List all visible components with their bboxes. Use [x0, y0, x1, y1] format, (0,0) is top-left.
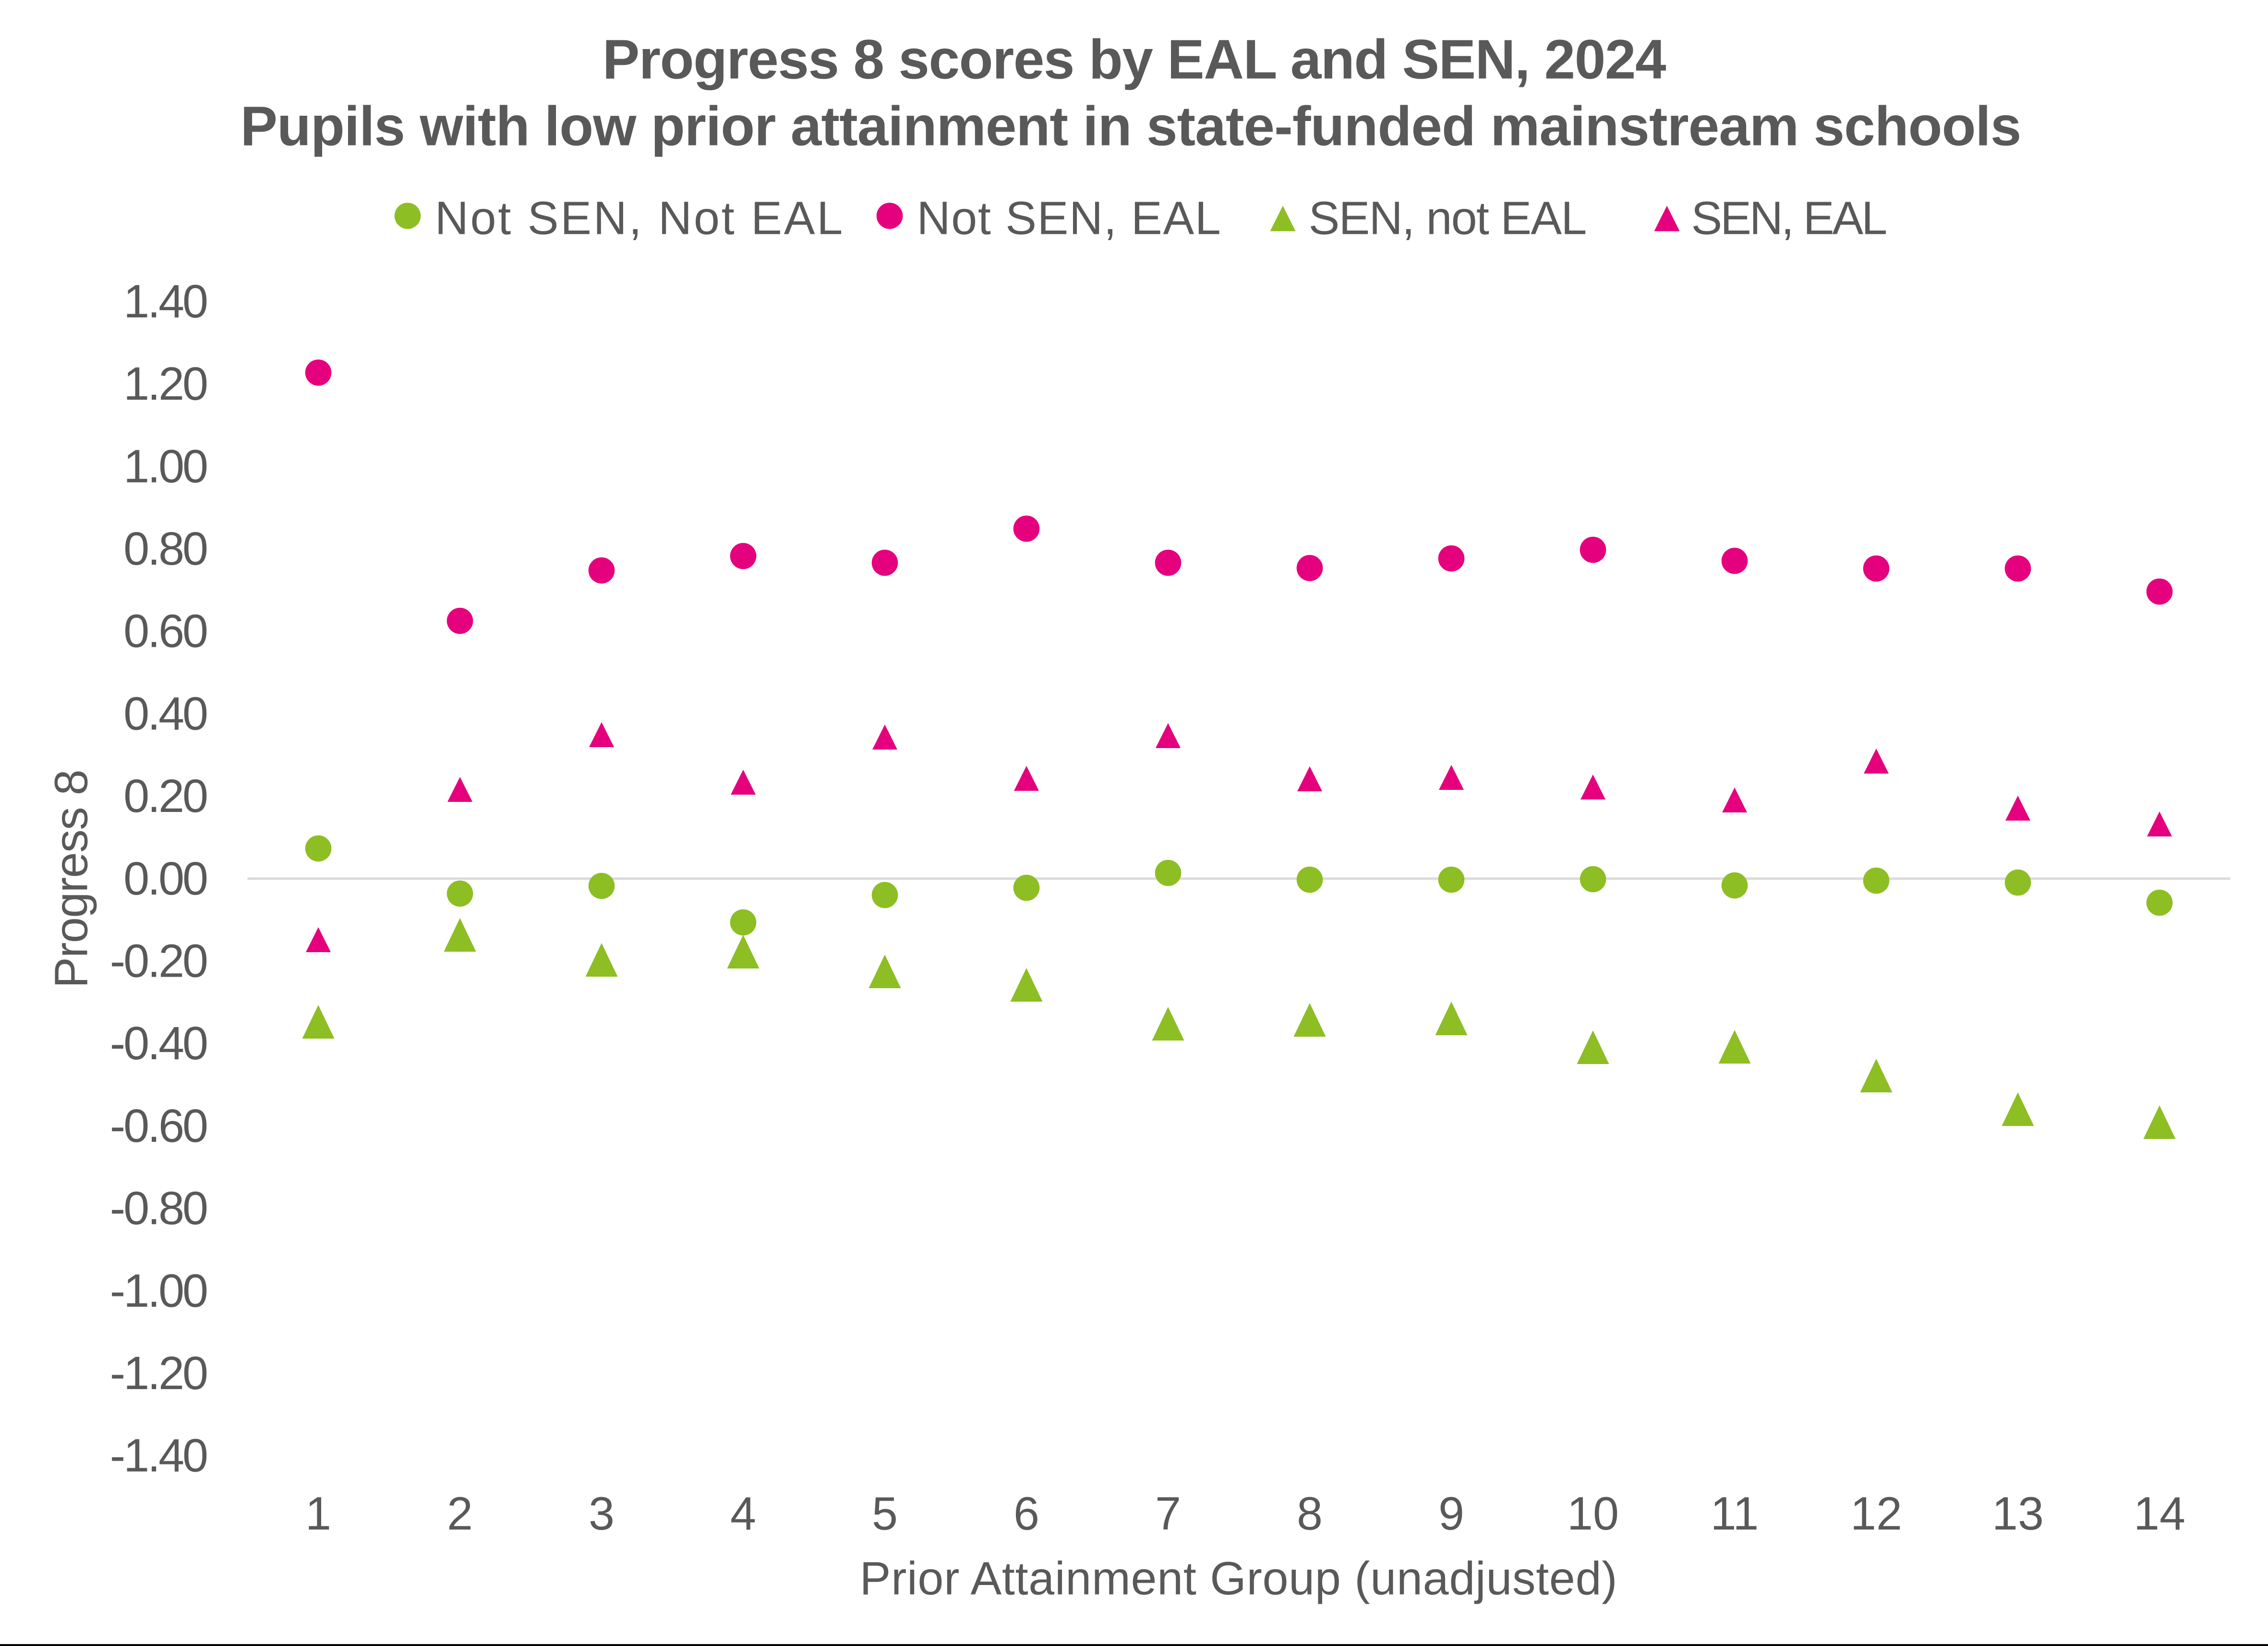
svg-text:13: 13	[1992, 1487, 2044, 1539]
svg-text:-1.00: -1.00	[110, 1264, 207, 1317]
svg-text:1.40: 1.40	[123, 275, 207, 327]
svg-text:0.80: 0.80	[123, 522, 207, 575]
svg-text:4: 4	[730, 1487, 756, 1539]
svg-text:3: 3	[589, 1487, 615, 1539]
svg-text:-0.20: -0.20	[110, 935, 207, 987]
svg-text:2: 2	[447, 1487, 473, 1539]
svg-text:10: 10	[1567, 1487, 1619, 1539]
svg-text:1: 1	[305, 1487, 331, 1539]
svg-text:0.00: 0.00	[123, 852, 207, 905]
svg-text:5: 5	[872, 1487, 898, 1539]
svg-text:6: 6	[1013, 1487, 1039, 1539]
svg-text:-0.60: -0.60	[110, 1100, 207, 1152]
svg-text:0.20: 0.20	[123, 770, 207, 822]
svg-text:1.20: 1.20	[123, 358, 207, 410]
svg-text:Not SEN, EAL: Not SEN, EAL	[917, 192, 1222, 244]
svg-text:7: 7	[1155, 1487, 1181, 1539]
svg-text:0.40: 0.40	[123, 687, 207, 739]
svg-text:SEN, EAL: SEN, EAL	[1691, 192, 1886, 244]
svg-text:1.00: 1.00	[123, 440, 207, 492]
svg-text:-1.20: -1.20	[110, 1347, 207, 1399]
svg-text:9: 9	[1438, 1487, 1464, 1539]
svg-text:Progress 8 scores by EAL and S: Progress 8 scores by EAL and SEN, 2024	[603, 28, 1666, 91]
svg-text:14: 14	[2134, 1487, 2185, 1539]
svg-text:Not SEN, Not EAL: Not SEN, Not EAL	[435, 192, 844, 244]
svg-text:-0.40: -0.40	[110, 1017, 207, 1069]
svg-text:SEN, not EAL: SEN, not EAL	[1309, 192, 1586, 244]
svg-text:12: 12	[1850, 1487, 1902, 1539]
svg-text:11: 11	[1711, 1487, 1759, 1539]
svg-text:Progress 8: Progress 8	[45, 770, 97, 988]
svg-text:-0.80: -0.80	[110, 1182, 207, 1234]
svg-text:Prior Attainment Group (unadju: Prior Attainment Group (unadjusted)	[860, 1552, 1618, 1605]
svg-text:8: 8	[1297, 1487, 1323, 1539]
svg-text:Pupils with low prior attainme: Pupils with low prior attainment in stat…	[241, 95, 2021, 157]
svg-text:-1.40: -1.40	[110, 1429, 207, 1482]
svg-text:0.60: 0.60	[123, 605, 207, 657]
